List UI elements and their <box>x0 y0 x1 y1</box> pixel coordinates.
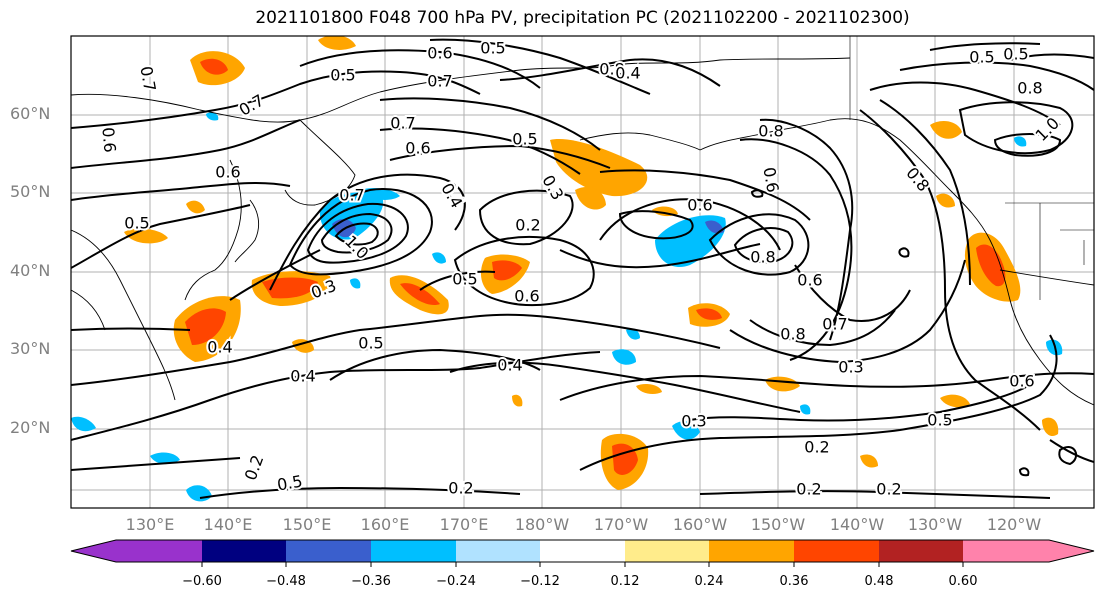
colorbar-tick-label: −0.36 <box>351 574 391 589</box>
colorbar-tick-label: −0.12 <box>520 574 560 589</box>
pv-contours <box>71 38 1094 499</box>
contour-label: 0.4 <box>207 338 232 357</box>
contour-label: 0.8 <box>750 248 775 267</box>
contour-label: 0.2 <box>448 479 473 498</box>
lon-label-150e: 150°E <box>282 515 332 534</box>
contour-label: 0.5 <box>480 39 505 58</box>
lon-label-130w: 130°W <box>907 515 963 534</box>
colorbar-tick-label: 0.36 <box>779 574 809 589</box>
lon-label-130e: 130°E <box>125 515 175 534</box>
contour-label: 0.7 <box>390 114 415 133</box>
lon-label-140w: 140°W <box>829 515 885 534</box>
contour-label: 0.5 <box>452 270 477 289</box>
contour-label: 0.7 <box>339 186 364 205</box>
gridlines <box>71 36 1094 508</box>
contour-label: 0.7 <box>822 315 847 334</box>
contour-label: 0.4 <box>615 64 640 83</box>
colorbar-tick-label: −0.24 <box>436 574 476 589</box>
contour-label: 0.4 <box>497 356 522 375</box>
lon-label-160w: 160°W <box>672 515 728 534</box>
lon-label-170e: 170°E <box>439 515 489 534</box>
contour-label: 0.8 <box>780 325 805 344</box>
colorbar-tick-label: 0.48 <box>864 574 894 589</box>
contour-label: 0.2 <box>515 216 540 235</box>
contour-label: 0.4 <box>290 367 315 386</box>
map-frame <box>70 35 1095 509</box>
lat-label-20n: 20°N <box>10 418 51 437</box>
lon-label-180w: 180°W <box>514 515 570 534</box>
map-title: 2021101800 F048 700 hPa PV, precipitatio… <box>255 8 910 28</box>
contour-label: 0.6 <box>1009 372 1034 391</box>
contour-label: 0.8 <box>599 60 624 79</box>
colorbar-tick-label: −0.60 <box>182 574 222 589</box>
contour-label: 0.5 <box>330 66 355 85</box>
lon-label-140e: 140°E <box>203 515 253 534</box>
contour-label: 0.6 <box>514 287 539 306</box>
lat-label-50n: 50°N <box>10 182 51 201</box>
lat-label-60n: 60°N <box>10 104 51 123</box>
lat-label-30n: 30°N <box>10 339 51 358</box>
contour-label: 0.6 <box>797 271 822 290</box>
contour-label: 0.7 <box>427 72 452 91</box>
colorbar-tick-label: 0.12 <box>610 574 640 589</box>
borders <box>849 36 1094 300</box>
contour-labels: 0.50.60.80.7 0.5 0.40.70.70.50.80.50.7 0.8 1… <box>96 37 1065 501</box>
contour-label: 0.6 <box>215 163 240 182</box>
lat-label-40n: 40°N <box>10 261 51 280</box>
contour-label: 0.6 <box>98 126 119 153</box>
contour-label: 0.5 <box>124 214 149 233</box>
precipitation-shading <box>71 36 1063 502</box>
contour-label: 0.5 <box>1003 45 1028 64</box>
contour-label: 0.6 <box>427 44 452 63</box>
contour-label: 0.2 <box>876 480 901 499</box>
lon-label-160e: 160°E <box>360 515 410 534</box>
colorbar-tick-label: −0.48 <box>266 574 306 589</box>
contour-label: 0.5 <box>969 48 994 67</box>
contour-label: 0.3 <box>681 412 706 431</box>
colorbar-tick-label: 0.60 <box>948 574 978 589</box>
contour-label: 0.5 <box>358 334 383 353</box>
contour-label: 0.5 <box>927 411 952 430</box>
contour-label: 0.6 <box>405 139 430 158</box>
lon-label-170w: 170°W <box>593 515 649 534</box>
contour-label: 0.2 <box>796 480 821 499</box>
contour-label: 0.2 <box>804 438 829 457</box>
lon-label-120w: 120°W <box>986 515 1042 534</box>
colorbar-tick-label: 0.24 <box>694 574 724 589</box>
lon-label-150w: 150°W <box>750 515 806 534</box>
contour-label: 0.8 <box>758 122 783 141</box>
colorbar <box>70 539 1095 567</box>
contour-label: 0.5 <box>512 130 537 149</box>
contour-label: 0.8 <box>1017 79 1042 98</box>
contour-label: 0.6 <box>687 196 712 215</box>
contour-label: 0.3 <box>838 358 863 377</box>
